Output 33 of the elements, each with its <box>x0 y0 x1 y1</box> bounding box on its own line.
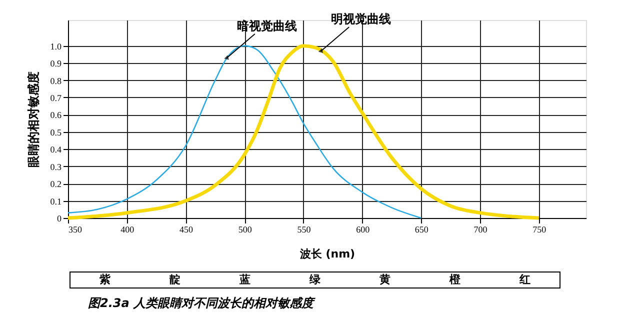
x-tick-label: 750 <box>532 224 547 234</box>
x-tick-label: 450 <box>179 224 194 234</box>
line-series <box>66 44 541 220</box>
y-tick-label: 0.5 <box>50 127 62 138</box>
text: 红 <box>518 273 530 286</box>
y-tick-label: 0.4 <box>50 144 62 155</box>
text: 黄 <box>378 273 390 286</box>
text: 紫 <box>98 273 110 286</box>
y-tick-label: 0.8 <box>50 76 62 86</box>
x-tick-label: 700 <box>474 224 488 234</box>
caption: 图2.3a 人类眼睛对不同波长的相对敏感度 <box>88 296 316 310</box>
x-tick-label: 400 <box>120 224 135 234</box>
text: 蓝 <box>238 273 250 286</box>
y-tick-label: 0.3 <box>50 162 62 172</box>
text: 靛 <box>168 273 180 286</box>
text: 橙 <box>448 273 462 286</box>
y-tick-label: 0.7 <box>50 92 62 103</box>
text: 绿 <box>308 273 322 286</box>
y-tick-label: 0.2 <box>50 179 62 190</box>
y-tick-label: 0.9 <box>50 58 62 69</box>
x-tick-label: 650 <box>414 224 429 234</box>
x-tick-label: 550 <box>297 224 312 234</box>
y-tick-label: 1.0 <box>50 41 62 52</box>
x-tick-label: 500 <box>238 224 252 234</box>
y-tick-label: 0.1 <box>50 196 62 206</box>
y-axis-title: 眼睛的相对敏感度 <box>26 72 40 168</box>
x-tick-label: 600 <box>356 224 370 234</box>
y-tick-label: 0 <box>57 214 62 224</box>
x-axis-title: 波长 (nm) <box>298 248 356 260</box>
line-series <box>67 45 422 219</box>
annotation: 明视觉曲线 <box>331 12 392 26</box>
x-tick-label: 350 <box>68 224 82 234</box>
y-tick-label: 0.6 <box>50 110 62 120</box>
